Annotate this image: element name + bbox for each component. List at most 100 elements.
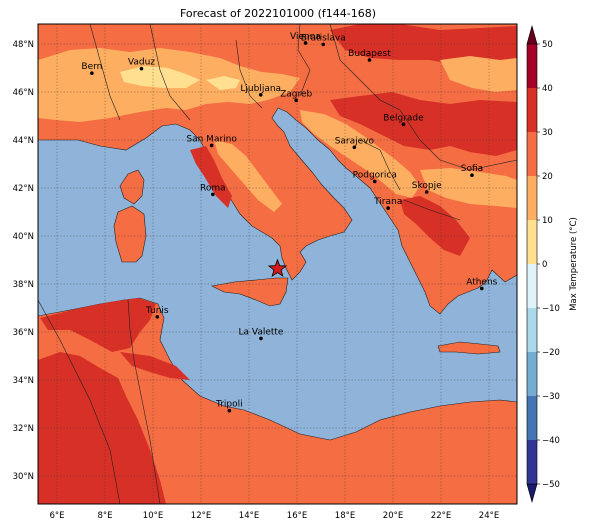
region-cool-alps [120,66,200,88]
city-dot [294,98,298,103]
city-label: Athens [466,277,497,287]
city-label: Ljubljana [240,84,281,94]
city-dot [321,42,326,47]
lat-tick: 46°N [13,88,34,98]
land-crete [437,341,501,355]
land-corsica [119,169,145,205]
colorbar-tick-label: 10 [542,216,553,226]
colorbar-tick-label: 20 [542,172,553,182]
colorbar-tick-label: −10 [542,304,560,314]
colorbar: 50 40 30 20 10 0 −10 −20 −30 −40 −50 Max Temperatu… [526,24,579,504]
city-label: Sofia [461,164,483,174]
city-dot [479,286,484,291]
lon-tick: 12°E [191,511,211,521]
lat-tick: 34°N [13,376,34,386]
colorbar-tick-label: 30 [542,128,553,138]
city-label: Tirana [373,197,402,207]
region-hot-greece [400,196,470,256]
land-sardinia [113,205,147,263]
colorbar-segment [527,44,537,88]
city-dot [211,192,215,197]
lon-tick: 20°E [383,511,403,521]
city-dot [90,71,94,75]
region-hot-libya [120,352,190,380]
map-frame [37,23,518,505]
graticule [38,24,517,504]
city-dot [470,173,474,177]
forecast-point-star-icon [267,258,288,278]
colorbar-segment [527,264,537,308]
colorbar-tick-label: −50 [542,480,560,490]
region-mild-carpathian [440,56,517,92]
colorbar-segment [527,440,537,484]
lat-tick: 38°N [13,280,34,290]
lat-tick: 30°N [13,472,34,482]
lat-tick: 36°N [13,328,34,338]
lon-axis: 6°E 8°E 10°E 12°E 14°E 16°E 18°E 20°E 22… [49,511,499,521]
city-dot [155,315,160,319]
colorbar-segment [527,176,537,220]
colorbar-tick-label: 40 [542,84,553,94]
city-label: Zagreb [280,89,312,99]
city-dot [401,122,406,127]
colorbar-segment [527,132,537,176]
city-label: La Valette [238,327,283,337]
city-label: Vienna [290,32,321,42]
city-dot [303,41,308,45]
city-label: Tripoli [215,400,243,410]
lon-tick: 6°E [49,511,64,521]
lat-tick: 48°N [13,40,34,50]
lon-tick: 16°E [287,511,307,521]
lon-tick: 14°E [239,511,259,521]
colorbar-label: Max Temperature (°C) [569,217,579,311]
land-sicily [211,277,289,307]
city-dot [424,190,429,194]
city-dot [209,143,214,148]
colorbar-tick-label: 0 [542,260,547,270]
colorbar-tick-label: −40 [542,436,560,446]
city-label: Tunis [145,306,169,316]
city-dot [352,145,357,150]
city-dot [386,206,390,210]
colorbar-segment [527,88,537,132]
city-label: Belgrade [383,113,424,123]
city-label: Vaduz [128,58,155,68]
city-dot [227,408,232,413]
city-label: San Marino [186,134,237,144]
region-mild-dinaric [300,110,420,198]
region-hot-italy [190,146,232,208]
city-label: Bratislava [301,33,346,43]
colorbar-tick-label: 50 [542,40,553,50]
city-dot [367,58,372,62]
city-dot [258,93,263,97]
colorbar-segment [527,220,537,264]
city-label: Sarajevo [335,136,375,146]
city-dot [139,66,144,71]
colorbar-extend-min [526,483,538,504]
colorbar-segment [527,396,537,440]
colorbar-tick-label: −30 [542,392,560,402]
city-label: Podgorica [353,170,397,180]
lon-tick: 22°E [431,511,451,521]
colorbar-segments [527,44,537,484]
region-cool-alps-east [206,76,240,90]
lon-tick: 8°E [97,511,112,521]
colorbar-tick-label: −20 [542,348,560,358]
city-label: Roma [200,183,226,193]
map-title: Forecast of 2022101000 (f144-168) [179,7,377,20]
colorbar-segment [527,308,537,352]
lat-tick: 32°N [13,424,34,434]
region-hot-tunisia [40,298,156,352]
lon-tick: 18°E [335,511,355,521]
city-label: Budapest [348,49,391,59]
region-mild-greece-north [420,168,517,208]
lat-tick: 42°N [13,184,34,194]
city-label: Skopje [412,181,442,191]
colorbar-segment [527,352,537,396]
city-dot [259,336,263,341]
lon-tick: 10°E [143,511,163,521]
city-dot [372,179,377,184]
